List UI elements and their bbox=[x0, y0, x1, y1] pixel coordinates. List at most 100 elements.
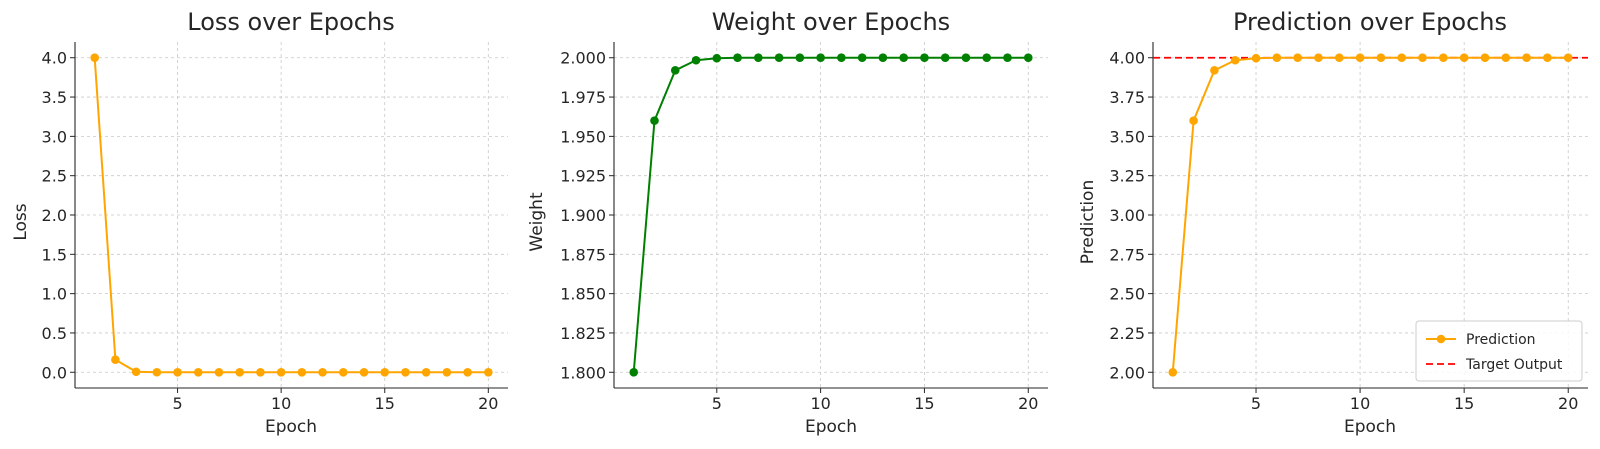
legend-box bbox=[1415, 320, 1583, 382]
weight-x-tick-label: 20 bbox=[1018, 394, 1038, 413]
weight-chart-xlabel: Epoch bbox=[805, 417, 857, 437]
loss-data-point bbox=[359, 367, 369, 377]
weight-x-tick-label: 15 bbox=[914, 394, 934, 413]
loss-x-tick-label: 15 bbox=[375, 394, 395, 413]
prediction-data-point bbox=[1397, 53, 1407, 63]
prediction-y-tick-label: 2.25 bbox=[1109, 324, 1145, 343]
prediction-data-point bbox=[1563, 53, 1573, 63]
prediction-data-point bbox=[1522, 53, 1531, 63]
loss-data-point bbox=[90, 53, 99, 63]
loss-data-point bbox=[131, 367, 141, 377]
prediction-chart-xlabel: Epoch bbox=[1344, 417, 1396, 437]
weight-data-point bbox=[629, 367, 639, 377]
weight-y-tick-label: 1.800 bbox=[560, 363, 606, 382]
weight-data-point bbox=[899, 53, 908, 63]
loss-y-tick-label: 1.5 bbox=[42, 245, 67, 264]
weight-y-tick-label: 1.975 bbox=[560, 88, 606, 107]
loss-data-point bbox=[442, 367, 452, 377]
loss-data-point bbox=[380, 367, 390, 377]
prediction-data-point bbox=[1439, 53, 1448, 63]
loss-data-point bbox=[421, 367, 431, 377]
legend-prediction-marker bbox=[1436, 334, 1446, 344]
loss-data-point bbox=[173, 367, 182, 377]
loss-x-tick-label: 10 bbox=[271, 394, 291, 413]
weight-data-point bbox=[795, 53, 805, 63]
weight-y-tick-label: 1.950 bbox=[560, 127, 606, 146]
loss-y-tick-label: 3.0 bbox=[42, 127, 67, 146]
prediction-data-point bbox=[1189, 116, 1198, 125]
prediction-chart: Prediction over Epochs Epoch Prediction … bbox=[1078, 8, 1588, 437]
loss-data-point bbox=[338, 367, 348, 377]
prediction-y-tick-label: 2.50 bbox=[1109, 285, 1145, 304]
weight-x-tick-label: 10 bbox=[810, 394, 830, 413]
loss-chart: Loss over Epochs Epoch Loss 5 10 15 20 0.0 0.… bbox=[11, 8, 508, 437]
loss-chart-title: Loss over Epochs bbox=[187, 8, 394, 36]
prediction-x-tick-label: 10 bbox=[1350, 394, 1370, 413]
loss-data-point bbox=[401, 367, 410, 377]
weight-chart-ylabel: Weight bbox=[527, 192, 547, 252]
loss-data-point bbox=[256, 367, 265, 377]
prediction-x-tick-label: 20 bbox=[1558, 394, 1578, 413]
prediction-y-tick-label: 4.00 bbox=[1109, 49, 1145, 68]
prediction-data-point bbox=[1376, 53, 1386, 63]
prediction-x-tick-label: 5 bbox=[1251, 394, 1261, 413]
weight-data-point bbox=[650, 116, 659, 125]
prediction-data-point bbox=[1334, 53, 1344, 63]
weight-data-point bbox=[878, 53, 888, 63]
loss-data-point bbox=[484, 367, 493, 377]
weight-chart-title: Weight over Epochs bbox=[712, 8, 950, 36]
loss-y-tick-label: 2.0 bbox=[42, 206, 67, 225]
loss-y-tick-label: 1.0 bbox=[42, 285, 67, 304]
prediction-data-point bbox=[1230, 55, 1240, 65]
loss-data-point bbox=[193, 367, 203, 377]
loss-data-point bbox=[214, 367, 224, 377]
weight-x-tick-label: 5 bbox=[712, 394, 722, 413]
weight-data-point bbox=[940, 53, 950, 63]
weight-data-point bbox=[733, 53, 742, 63]
loss-data-point bbox=[276, 367, 286, 377]
loss-data-point bbox=[235, 367, 245, 377]
prediction-data-point bbox=[1543, 53, 1552, 63]
weight-data-point bbox=[754, 53, 763, 63]
prediction-y-tick-label: 3.25 bbox=[1109, 167, 1145, 186]
loss-chart-xlabel: Epoch bbox=[265, 417, 317, 437]
prediction-y-tick-label: 3.75 bbox=[1109, 88, 1145, 107]
weight-data-point bbox=[774, 53, 784, 63]
prediction-data-point bbox=[1480, 53, 1490, 63]
prediction-data-point bbox=[1293, 53, 1302, 63]
weight-y-tick-label: 1.925 bbox=[560, 167, 606, 186]
prediction-y-tick-label: 3.50 bbox=[1109, 127, 1145, 146]
prediction-chart-ylabel: Prediction bbox=[1078, 180, 1098, 264]
legend-prediction-label: Prediction bbox=[1466, 332, 1536, 348]
weight-y-tick-label: 1.875 bbox=[560, 245, 606, 264]
prediction-legend: Prediction Target Output bbox=[1415, 320, 1583, 382]
prediction-y-tick-label: 3.00 bbox=[1109, 206, 1145, 225]
loss-data-point bbox=[318, 367, 327, 377]
loss-chart-ylabel: Loss bbox=[11, 203, 31, 240]
loss-y-tick-label: 3.5 bbox=[42, 88, 67, 107]
prediction-data-point bbox=[1314, 53, 1323, 63]
weight-data-point bbox=[982, 53, 992, 63]
prediction-y-tick-label: 2.00 bbox=[1109, 363, 1145, 382]
loss-y-tick-label: 2.5 bbox=[42, 167, 67, 186]
prediction-data-point bbox=[1501, 53, 1511, 63]
prediction-y-tick-label: 2.75 bbox=[1109, 245, 1145, 264]
loss-x-tick-label: 20 bbox=[478, 394, 498, 413]
prediction-chart-title: Prediction over Epochs bbox=[1233, 8, 1507, 36]
loss-y-tick-label: 0.5 bbox=[42, 324, 67, 343]
weight-y-tick-label: 2.000 bbox=[560, 49, 606, 68]
weight-data-point bbox=[857, 53, 867, 63]
loss-data-point bbox=[297, 367, 307, 377]
weight-data-point bbox=[670, 66, 680, 75]
loss-data-point bbox=[111, 355, 120, 364]
prediction-data-point bbox=[1355, 53, 1365, 63]
weight-data-point bbox=[1023, 53, 1033, 63]
loss-data-point bbox=[463, 367, 472, 377]
prediction-data-point bbox=[1210, 66, 1219, 75]
prediction-x-tick-label: 15 bbox=[1454, 394, 1474, 413]
weight-y-tick-label: 1.850 bbox=[560, 285, 606, 304]
loss-data-point bbox=[152, 367, 162, 377]
prediction-data-point bbox=[1459, 53, 1469, 63]
weight-data-point bbox=[816, 53, 825, 63]
